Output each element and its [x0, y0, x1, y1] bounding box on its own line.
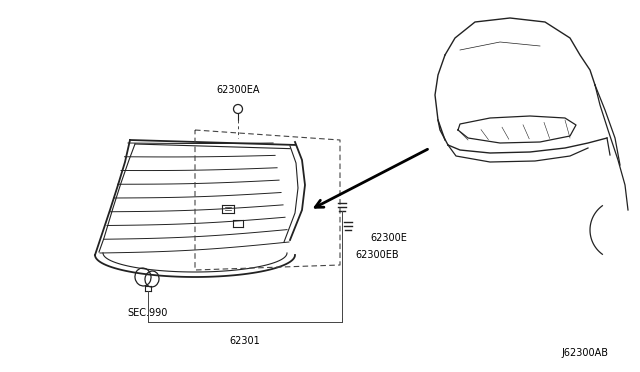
Text: SEC.990: SEC.990: [128, 308, 168, 318]
Text: J62300AB: J62300AB: [561, 348, 608, 358]
Text: 62300EA: 62300EA: [216, 85, 260, 95]
Text: 62301: 62301: [230, 336, 260, 346]
Text: 62300EB: 62300EB: [355, 250, 399, 260]
Text: 62300E: 62300E: [370, 233, 407, 243]
